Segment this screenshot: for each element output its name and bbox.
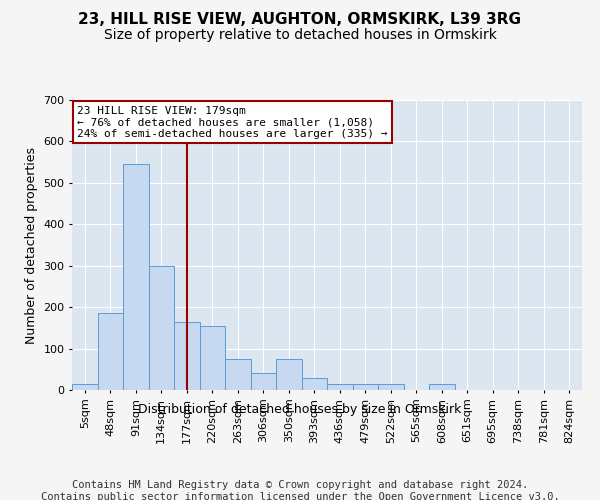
Bar <box>353 384 378 390</box>
Bar <box>123 164 149 390</box>
Bar <box>327 384 353 390</box>
Text: Distribution of detached houses by size in Ormskirk: Distribution of detached houses by size … <box>139 402 461 415</box>
Bar <box>302 378 327 390</box>
Bar <box>149 266 174 390</box>
Bar <box>174 322 199 390</box>
Text: 23, HILL RISE VIEW, AUGHTON, ORMSKIRK, L39 3RG: 23, HILL RISE VIEW, AUGHTON, ORMSKIRK, L… <box>79 12 521 28</box>
Bar <box>97 314 123 390</box>
Text: 23 HILL RISE VIEW: 179sqm
← 76% of detached houses are smaller (1,058)
24% of se: 23 HILL RISE VIEW: 179sqm ← 76% of detac… <box>77 106 388 139</box>
Bar <box>378 384 404 390</box>
Bar <box>429 384 455 390</box>
Text: Contains HM Land Registry data © Crown copyright and database right 2024.
Contai: Contains HM Land Registry data © Crown c… <box>41 480 559 500</box>
Bar <box>72 384 97 390</box>
Bar <box>251 374 276 390</box>
Bar <box>199 326 225 390</box>
Bar <box>225 359 251 390</box>
Text: Size of property relative to detached houses in Ormskirk: Size of property relative to detached ho… <box>104 28 496 42</box>
Bar <box>276 359 302 390</box>
Y-axis label: Number of detached properties: Number of detached properties <box>25 146 38 344</box>
